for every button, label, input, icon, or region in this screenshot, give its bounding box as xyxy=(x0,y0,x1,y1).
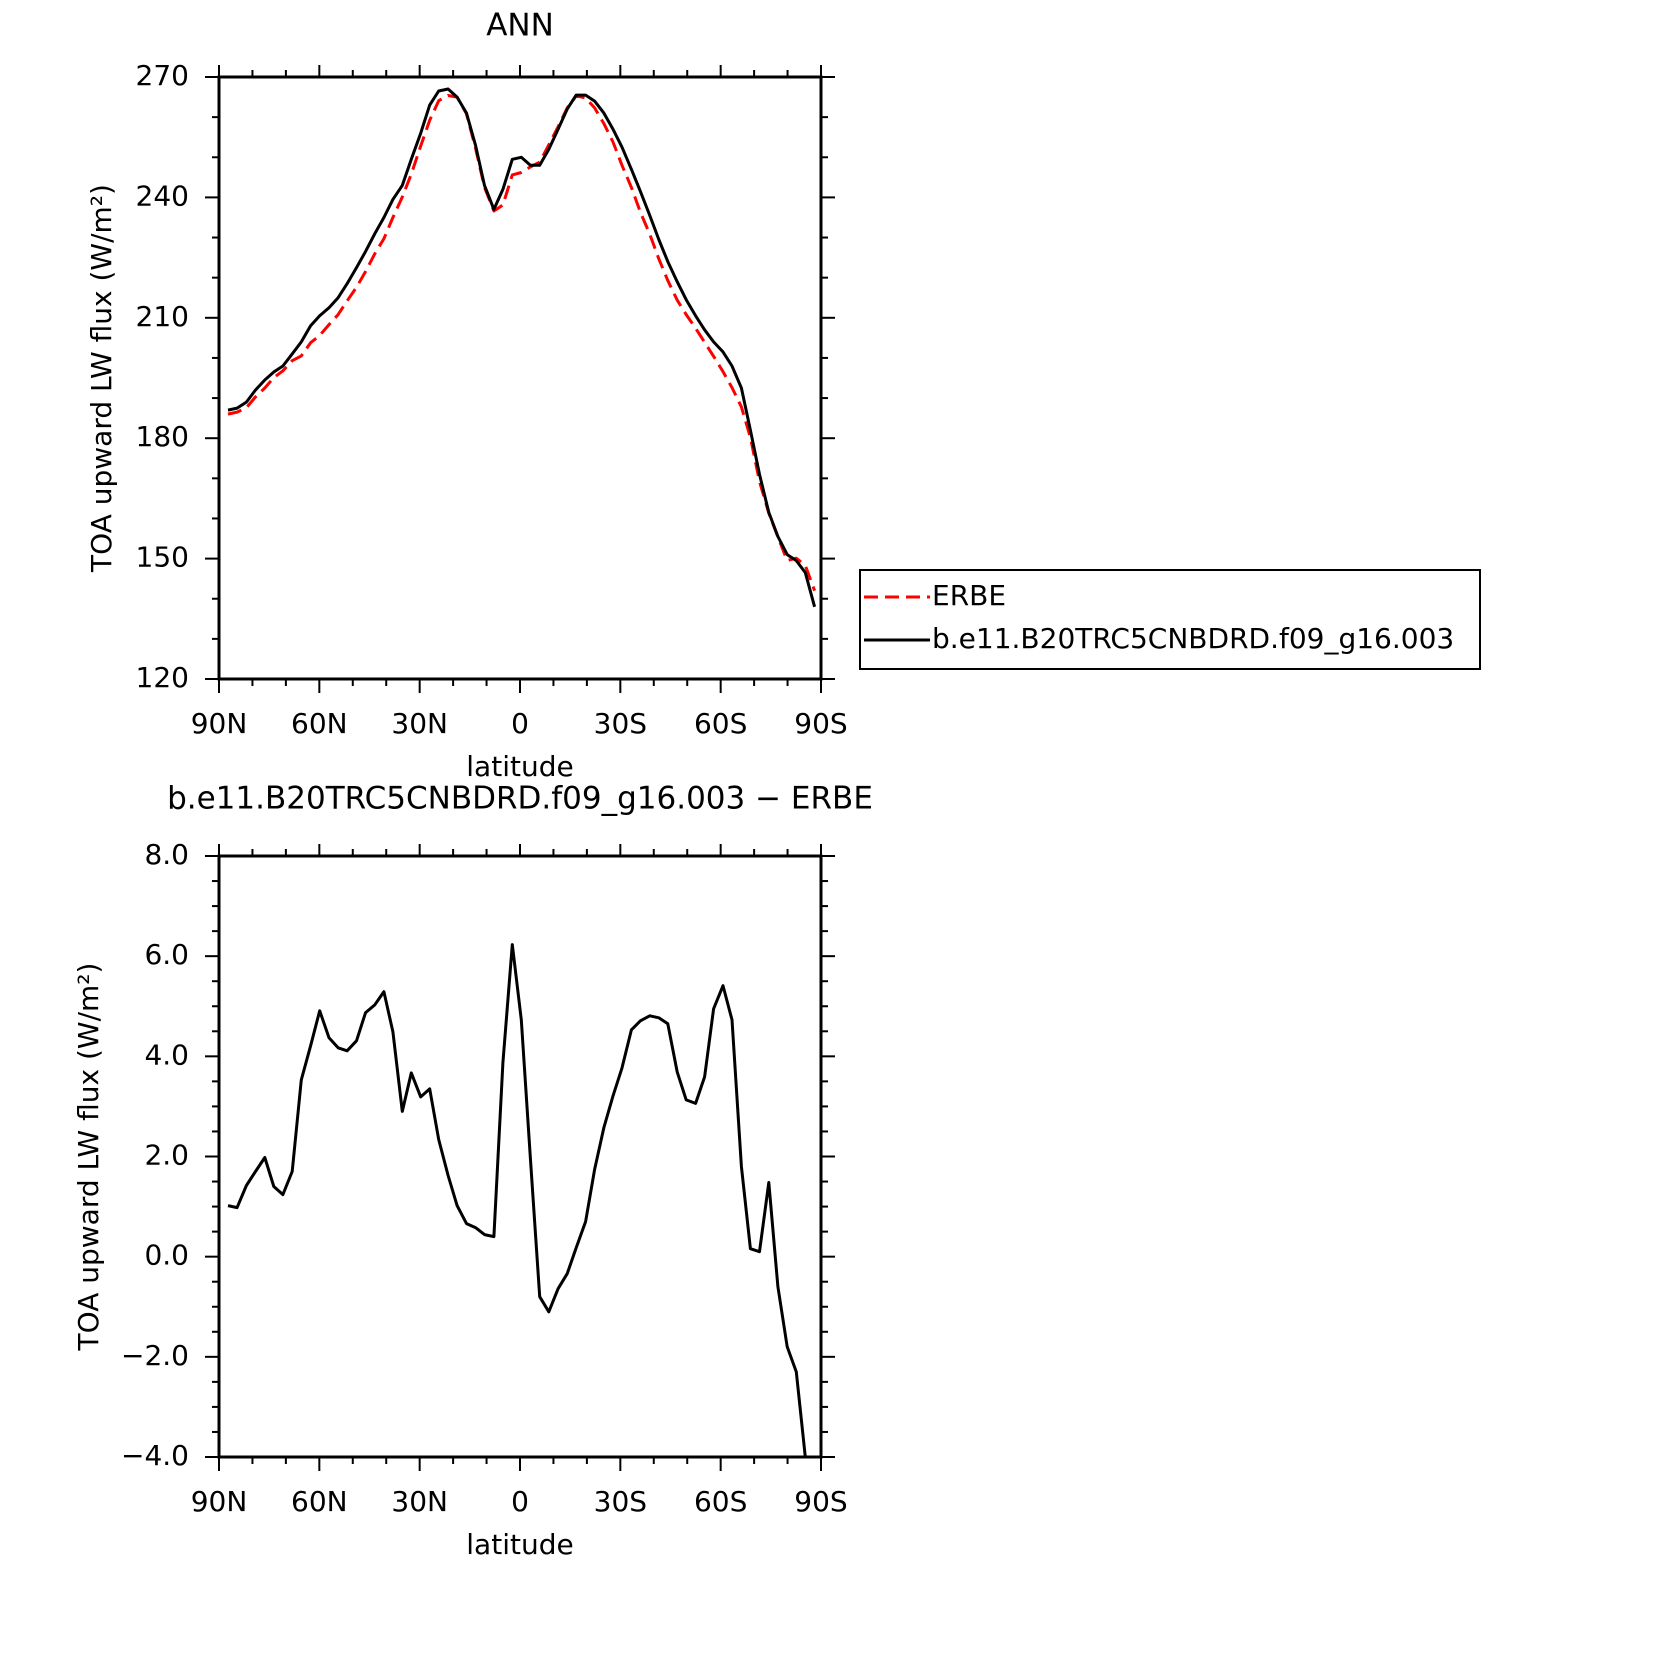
x-tick-label: 30S xyxy=(594,1485,647,1518)
y-tick-label: 8.0 xyxy=(144,838,189,871)
x-tick-label: 60N xyxy=(291,707,348,740)
x-tick-label: 30N xyxy=(391,707,448,740)
y-axis-label: TOA upward LW flux (W/m²) xyxy=(72,963,105,1352)
plot-frame xyxy=(217,75,823,681)
y-axis-label: TOA upward LW flux (W/m²) xyxy=(85,184,118,573)
chart-title: ANN xyxy=(486,8,554,44)
x-axis-label: latitude xyxy=(466,750,573,783)
x-tick-label: 90N xyxy=(191,707,248,740)
data-line xyxy=(227,943,807,1458)
x-tick-label: 60S xyxy=(694,707,747,740)
y-tick-label: 210 xyxy=(136,300,189,333)
legend-label: b.e11.B20TRC5CNBDRD.f09_g16.003 xyxy=(932,622,1454,655)
y-tick-label: 6.0 xyxy=(144,938,189,971)
y-tick-label: 180 xyxy=(136,420,189,453)
y-tick-label: 270 xyxy=(136,59,189,92)
plot-frame xyxy=(217,854,823,1459)
x-tick-label: 0 xyxy=(511,707,529,740)
y-tick-label: 0.0 xyxy=(144,1239,189,1272)
chart-title: b.e11.B20TRC5CNBDRD.f09_g16.003 − ERBE xyxy=(167,781,873,817)
legend-box xyxy=(859,569,1481,670)
y-tick-label: −2.0 xyxy=(121,1339,189,1372)
x-tick-label: 0 xyxy=(511,1485,529,1518)
x-tick-label: 90S xyxy=(794,707,847,740)
x-tick-label: 60N xyxy=(291,1485,348,1518)
y-tick-label: 150 xyxy=(136,541,189,574)
x-axis-label: latitude xyxy=(466,1528,573,1561)
y-tick-label: 4.0 xyxy=(144,1038,189,1071)
y-tick-label: 120 xyxy=(136,661,189,694)
x-tick-label: 30N xyxy=(391,1485,448,1518)
x-tick-label: 30S xyxy=(594,707,647,740)
x-tick-label: 90N xyxy=(191,1485,248,1518)
data-line xyxy=(227,94,817,592)
y-tick-label: −4.0 xyxy=(121,1439,189,1472)
y-tick-label: 2.0 xyxy=(144,1139,189,1172)
data-line xyxy=(227,87,817,608)
x-tick-label: 90S xyxy=(794,1485,847,1518)
y-tick-label: 240 xyxy=(136,179,189,212)
x-tick-label: 60S xyxy=(694,1485,747,1518)
legend-label: ERBE xyxy=(932,579,1006,612)
